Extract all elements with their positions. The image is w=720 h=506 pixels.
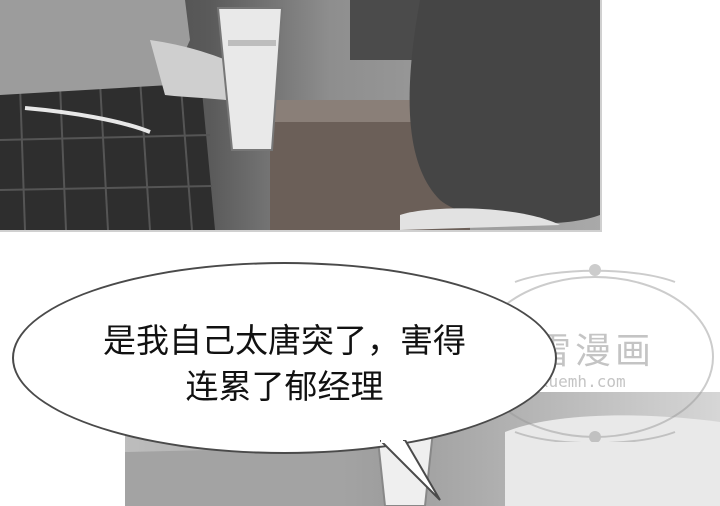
speech-bubble-tail [380,440,441,501]
water-glass [216,7,284,151]
dialogue-line-1: 是我自己太唐突了，害得 [103,321,466,360]
shirt [505,415,720,506]
hair [409,0,600,224]
skirt-stripes [0,73,213,230]
speech-bubble [12,262,557,454]
background-shape [125,447,345,506]
water-line [228,40,276,46]
knit-sweater [0,0,190,95]
dialogue-line-2: 连累了郁经理 [185,367,384,406]
top-panel-illustration [0,0,600,230]
belt-highlight [24,106,151,134]
speech-bubble-text: 是我自己太唐突了，害得 连累了郁经理 [12,318,557,410]
top-panel [0,0,602,232]
shoulder [400,208,560,230]
